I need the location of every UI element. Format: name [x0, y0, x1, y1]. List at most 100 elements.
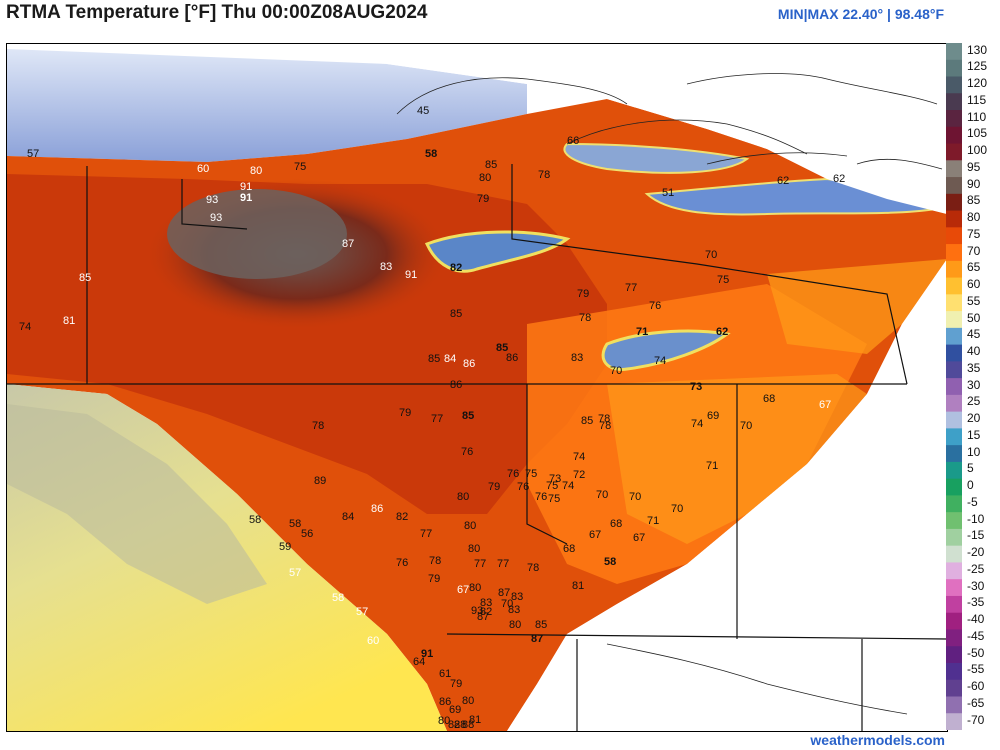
- temperature-label: 79: [477, 193, 489, 205]
- temperature-label: 78: [312, 420, 324, 432]
- color-scale-label: 5: [967, 461, 974, 476]
- color-scale-label: 85: [967, 193, 981, 208]
- temperature-label: 83: [511, 591, 523, 603]
- temperature-label: 58: [425, 148, 437, 160]
- temperature-label: 58: [332, 592, 344, 604]
- temperature-label: 74: [691, 418, 703, 430]
- temperature-label: 79: [399, 407, 411, 419]
- temperature-label: 69: [449, 704, 461, 716]
- temperature-label: 86: [463, 358, 475, 370]
- temperature-label: 81: [63, 315, 75, 327]
- source-credit[interactable]: weathermodels.com: [810, 732, 945, 748]
- temperature-label: 70: [610, 365, 622, 377]
- temperature-label: 80: [509, 619, 521, 631]
- temperature-label: 51: [662, 187, 674, 199]
- color-scale-label: 115: [967, 92, 987, 107]
- temperature-label: 85: [79, 272, 91, 284]
- color-scale-label: 105: [967, 126, 988, 141]
- color-scale-label: -45: [967, 628, 985, 643]
- color-scale-label: -30: [967, 578, 985, 593]
- color-scale-label: 95: [967, 159, 981, 174]
- color-scale-swatch: [946, 311, 962, 329]
- color-scale-swatch: [946, 696, 962, 714]
- temperature-label: 74: [573, 451, 585, 463]
- color-scale-label: -40: [967, 612, 985, 627]
- color-scale-label: 80: [967, 210, 981, 225]
- great-slave-lake: [601, 329, 731, 371]
- temperature-label: 81: [469, 714, 481, 726]
- color-scale-label: 100: [967, 143, 988, 158]
- temperature-label: 79: [450, 678, 462, 690]
- temperature-label: 73: [549, 473, 561, 485]
- color-scale-swatch: [946, 126, 962, 145]
- min-max-readout: MIN|MAX 22.40° | 98.48°F: [777, 6, 944, 22]
- temperature-label: 84: [444, 353, 456, 365]
- temperature-label: 82: [396, 511, 408, 523]
- color-scale-swatch: [946, 210, 962, 228]
- temperature-label: 80: [462, 695, 474, 707]
- temperature-label: 83: [380, 261, 392, 273]
- color-scale-swatch: [946, 579, 962, 597]
- color-scale-swatch: [946, 277, 962, 295]
- temperature-label: 86: [371, 503, 383, 515]
- temperature-label: 80: [457, 491, 469, 503]
- color-scale-label: 50: [967, 310, 981, 325]
- temperature-label: 80: [469, 582, 481, 594]
- temperature-label: 74: [654, 355, 666, 367]
- temperature-label: 70: [705, 249, 717, 261]
- temperature-label: 80: [250, 165, 262, 177]
- temperature-label: 87: [498, 587, 510, 599]
- temperature-label: 88: [462, 719, 474, 731]
- color-scale-swatch: [946, 562, 962, 580]
- temperature-label: 79: [428, 573, 440, 585]
- temperature-label: 76: [507, 468, 519, 480]
- temperature-label: 74: [562, 480, 574, 492]
- color-scale-strip: [946, 43, 962, 730]
- color-scale-swatch: [946, 378, 962, 396]
- color-scale-label: 20: [967, 411, 981, 426]
- color-scale-swatch: [946, 244, 962, 262]
- temperature-label: 75: [546, 480, 558, 492]
- temperature-label: 76: [517, 481, 529, 493]
- color-scale-label: -55: [967, 662, 985, 677]
- temperature-label: 75: [548, 493, 560, 505]
- color-scale-swatch: [946, 160, 962, 178]
- temperature-map[interactable]: 45 57 66 51 62 62 60 80 75 58 85 78 80 79 91 91 93 93 87 83…: [6, 43, 948, 732]
- color-scale-label: 15: [967, 427, 981, 442]
- temperature-label: 82: [448, 719, 460, 731]
- temperature-label: 70: [629, 491, 641, 503]
- temperature-label: 58: [249, 514, 261, 526]
- map-title: RTMA Temperature [°F] Thu 00:00Z08AUG202…: [6, 2, 428, 23]
- color-scale-swatch: [946, 143, 962, 161]
- temperature-label: 56: [301, 528, 313, 540]
- temperature-label: 76: [649, 300, 661, 312]
- temperature-label: 93: [206, 194, 218, 206]
- color-scale-swatch: [946, 260, 962, 279]
- temperature-label: 87: [477, 611, 489, 623]
- color-scale-label: 60: [967, 277, 981, 292]
- temperature-label: 67: [457, 584, 469, 596]
- temperature-label: 82: [450, 262, 462, 274]
- temperature-label: 58: [604, 556, 616, 568]
- color-scale-swatch: [946, 227, 962, 245]
- temperature-label: 78: [579, 312, 591, 324]
- color-scale-label: 35: [967, 360, 981, 375]
- temperature-label: 58: [289, 518, 301, 530]
- temperature-label: 60: [367, 635, 379, 647]
- color-scale-label: -15: [967, 528, 985, 543]
- arctic-channel: [563, 142, 750, 174]
- temperature-label: 83: [508, 604, 520, 616]
- color-scale-label: 30: [967, 377, 981, 392]
- temperature-label: 45: [417, 105, 429, 117]
- coastlines: [396, 73, 943, 715]
- color-scale-swatch: [946, 545, 962, 564]
- temperature-label: 67: [589, 529, 601, 541]
- temperature-label: 78: [599, 420, 611, 432]
- color-scale-label: -35: [967, 595, 985, 610]
- color-scale-swatch: [946, 512, 962, 530]
- color-scale-label: -5: [967, 494, 978, 509]
- temperature-label: 78: [527, 562, 539, 574]
- color-scale-swatch: [946, 177, 962, 195]
- temperature-label: 84: [342, 511, 354, 523]
